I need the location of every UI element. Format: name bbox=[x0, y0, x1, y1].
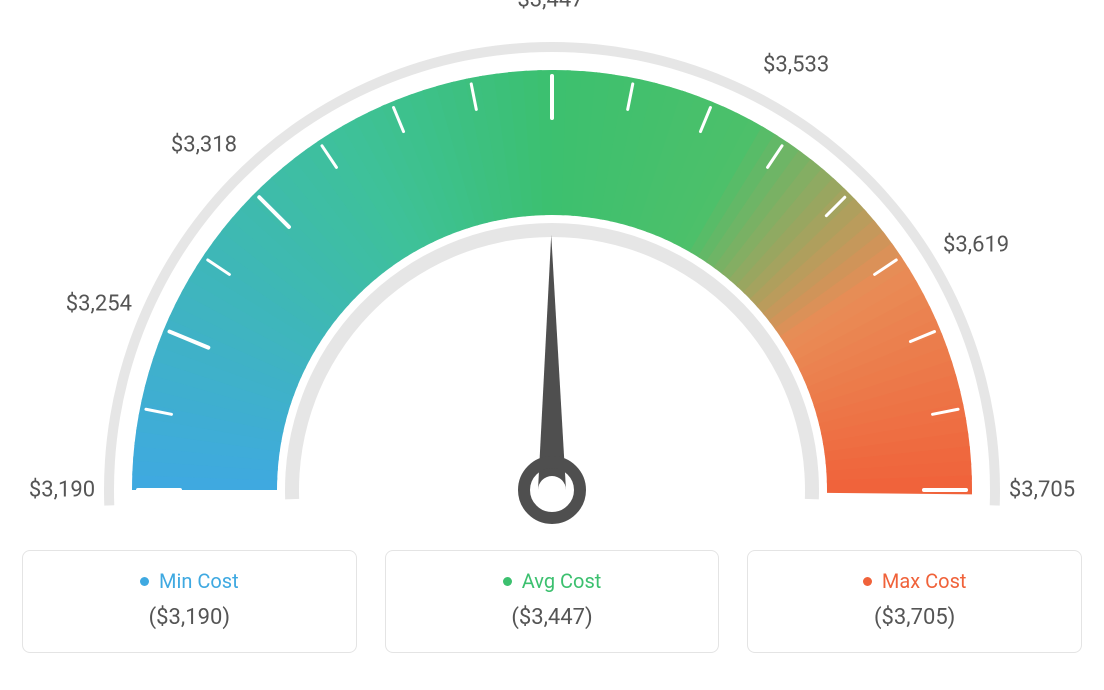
min-cost-title: Min Cost bbox=[140, 569, 239, 593]
min-cost-card: Min Cost ($3,190) bbox=[22, 550, 357, 653]
avg-cost-card: Avg Cost ($3,447) bbox=[385, 550, 720, 653]
max-cost-card: Max Cost ($3,705) bbox=[747, 550, 1082, 653]
gauge-tick-label: $3,447 bbox=[517, 0, 583, 13]
min-cost-value: ($3,190) bbox=[43, 605, 336, 630]
avg-cost-title: Avg Cost bbox=[503, 569, 602, 593]
cost-gauge-chart: $3,190$3,254$3,318$3,447$3,533$3,619$3,7… bbox=[22, 20, 1082, 540]
gauge-tick-label: $3,190 bbox=[29, 478, 95, 503]
max-cost-title: Max Cost bbox=[863, 569, 967, 593]
avg-cost-value: ($3,447) bbox=[406, 605, 699, 630]
summary-cards-row: Min Cost ($3,190) Avg Cost ($3,447) Max … bbox=[22, 550, 1082, 653]
gauge-svg bbox=[22, 20, 1082, 540]
gauge-tick-label: $3,533 bbox=[763, 53, 829, 78]
gauge-tick-label: $3,705 bbox=[1009, 478, 1075, 503]
gauge-tick-label: $3,254 bbox=[66, 291, 132, 316]
max-cost-value: ($3,705) bbox=[768, 605, 1061, 630]
gauge-tick-label: $3,318 bbox=[171, 133, 237, 158]
gauge-tick-label: $3,619 bbox=[943, 232, 1009, 257]
